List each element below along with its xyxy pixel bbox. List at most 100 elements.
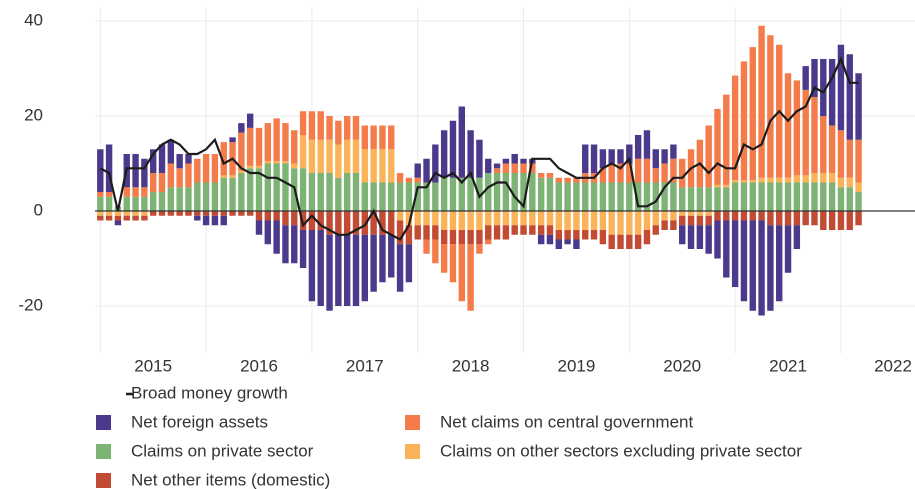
bar [634,234,642,249]
bar [255,127,263,166]
bar [370,211,377,235]
bar [846,187,853,211]
bar [440,244,448,273]
x-tick-label: 2021 [769,356,807,375]
bar [573,177,580,183]
bar [379,234,386,283]
bar [158,192,166,211]
bar [449,177,457,211]
line [99,56,859,241]
bar [687,215,695,226]
bar [299,135,307,169]
bar [343,173,351,211]
bar [767,225,774,311]
bar [670,211,677,221]
bar [758,220,765,316]
bar [564,230,571,240]
bar [546,225,554,235]
bar [423,225,430,240]
legend-label: Net foreign assets [131,412,268,431]
bar [185,211,192,216]
bar [176,211,183,216]
bar [405,177,413,183]
bar [370,125,377,150]
bar [679,187,686,211]
bar [432,225,439,240]
bar [502,211,510,226]
bar [537,211,545,226]
bar [132,211,139,216]
bar [599,149,607,169]
bar [855,139,862,183]
bar [758,25,765,178]
bar [370,182,377,211]
bar [837,211,845,230]
bar [229,177,236,211]
bar [132,215,139,221]
bar [520,225,527,235]
bar [546,211,554,226]
bar [458,244,465,302]
bar [696,215,704,226]
bar [608,211,615,235]
bar [299,111,307,135]
bar [352,139,360,173]
bar [326,234,333,311]
bar [573,211,580,230]
bar [776,182,783,211]
bar [529,163,536,173]
y-tick-label: 0 [34,200,43,219]
bar [388,149,395,183]
bar [599,211,607,230]
bar [811,211,818,226]
bar [687,225,695,249]
bar [220,142,227,176]
bar [705,215,712,226]
bar [229,211,236,216]
bar [246,165,254,169]
bar [811,59,818,97]
bar [511,173,518,211]
bar [855,211,862,226]
bar [555,239,562,249]
bar [705,225,712,254]
bar [626,163,633,183]
bar [246,211,254,216]
bar [749,220,756,311]
bar [149,149,157,173]
bar [811,173,818,183]
bar [608,234,615,249]
bar [158,211,166,216]
bar [828,211,836,230]
bar [749,182,756,211]
bar [326,139,333,173]
bar [255,165,263,169]
bar [537,177,545,211]
bar [758,177,765,183]
bar [582,182,589,211]
bar [784,182,792,211]
bar [361,149,369,183]
bar [379,149,386,183]
bar [564,239,571,245]
bar [370,234,377,292]
bar [582,144,589,173]
bar [731,180,739,183]
bar [167,163,175,188]
bar [414,177,421,183]
bar [502,225,510,240]
bar [828,59,836,126]
bar [626,182,633,211]
bar [255,168,263,211]
bar [837,187,845,211]
y-tick-label: -20 [18,295,43,314]
bar [176,187,183,211]
bar [476,230,483,245]
bar [793,211,801,226]
legend-label: Claims on other sectors excluding privat… [440,441,802,460]
bar [723,187,730,211]
bar [414,211,421,226]
bar [123,211,130,216]
legend-label: Claims on private sector [131,441,314,460]
bar [740,182,748,211]
